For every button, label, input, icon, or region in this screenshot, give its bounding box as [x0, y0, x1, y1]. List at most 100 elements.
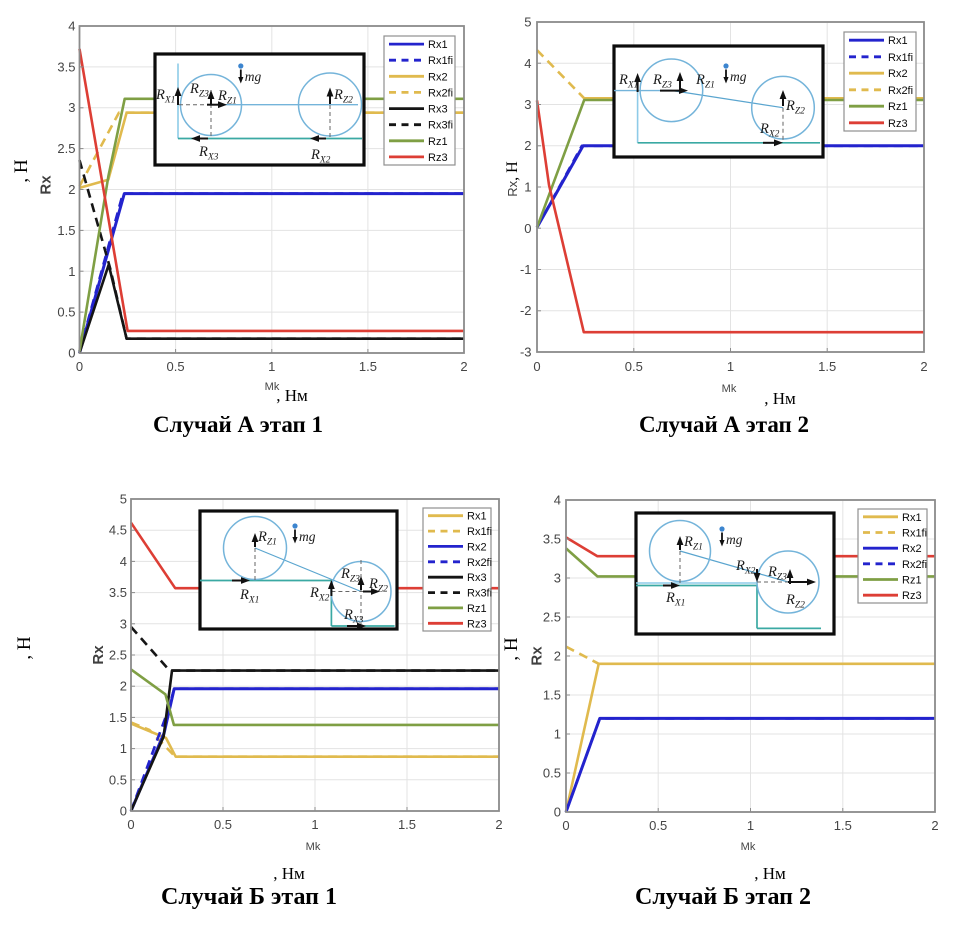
svg-text:4: 4 — [120, 554, 127, 569]
svg-text:3.5: 3.5 — [109, 585, 127, 600]
svg-text:1: 1 — [727, 359, 734, 374]
svg-text:Rx: Rx — [90, 645, 107, 665]
svg-text:-2: -2 — [520, 303, 532, 318]
svg-text:1.5: 1.5 — [109, 710, 127, 725]
svg-text:2: 2 — [554, 649, 561, 664]
svg-text:3: 3 — [554, 571, 561, 586]
svg-text:3: 3 — [524, 97, 531, 112]
svg-text:Rx1fi: Rx1fi — [428, 55, 453, 67]
svg-text:1: 1 — [68, 264, 75, 279]
svg-text:Случай А этап 1: Случай А этап 1 — [153, 412, 323, 437]
svg-text:Случай Б этап 2: Случай Б этап 2 — [635, 884, 811, 910]
svg-text:Rx2fi: Rx2fi — [902, 559, 927, 571]
svg-text:-1: -1 — [520, 262, 532, 277]
svg-text:, Н: , Н — [501, 637, 522, 661]
svg-text:0.5: 0.5 — [109, 772, 127, 787]
svg-text:2.5: 2.5 — [543, 610, 561, 625]
svg-text:1.5: 1.5 — [398, 817, 416, 832]
svg-text:Rz3: Rz3 — [467, 618, 487, 630]
svg-text:0.5: 0.5 — [167, 359, 185, 374]
svg-text:Rx3fi: Rx3fi — [467, 588, 492, 600]
svg-text:Rx: Rx — [38, 175, 55, 195]
svg-text:, Нм: , Нм — [276, 386, 308, 405]
svg-text:2: 2 — [120, 679, 127, 694]
svg-text:2.5: 2.5 — [109, 648, 127, 663]
svg-text:Rx3: Rx3 — [467, 572, 487, 584]
svg-text:2: 2 — [460, 359, 467, 374]
svg-text:1.5: 1.5 — [543, 688, 561, 703]
svg-text:Rx2: Rx2 — [902, 543, 922, 555]
svg-text:Mk: Mk — [741, 841, 756, 853]
svg-text:3.5: 3.5 — [57, 59, 75, 74]
svg-text:0.5: 0.5 — [57, 305, 75, 320]
svg-text:Mk: Mk — [722, 383, 737, 395]
svg-text:1: 1 — [524, 180, 531, 195]
svg-text:Rx2: Rx2 — [428, 71, 448, 83]
svg-text:1: 1 — [554, 727, 561, 742]
svg-text:Rx2: Rx2 — [467, 541, 487, 553]
svg-text:2: 2 — [931, 818, 938, 833]
svg-text:Rx1fi: Rx1fi — [888, 52, 913, 64]
svg-text:Rx1: Rx1 — [902, 512, 922, 524]
svg-text:Rx1fi: Rx1fi — [467, 526, 492, 538]
svg-text:Rz1: Rz1 — [902, 575, 922, 587]
svg-text:Rz1: Rz1 — [428, 136, 448, 148]
svg-text:Rx2fi: Rx2fi — [428, 87, 453, 99]
svg-text:0: 0 — [554, 805, 561, 820]
svg-text:Mk: Mk — [265, 381, 280, 393]
svg-text:, Нм: , Нм — [273, 864, 305, 883]
svg-text:Rx: Rx — [529, 646, 546, 666]
svg-text:0: 0 — [562, 818, 569, 833]
svg-text:1: 1 — [747, 818, 754, 833]
svg-text:mg: mg — [245, 69, 262, 84]
svg-text:Rx, Н: Rx, Н — [504, 161, 521, 197]
svg-text:Rx1: Rx1 — [467, 511, 487, 523]
svg-text:1: 1 — [268, 359, 275, 374]
svg-text:4: 4 — [68, 19, 75, 34]
svg-text:0: 0 — [127, 817, 134, 832]
svg-text:Rx1fi: Rx1fi — [902, 528, 927, 540]
svg-text:2: 2 — [68, 182, 75, 197]
svg-text:2: 2 — [495, 817, 502, 832]
svg-text:1.5: 1.5 — [359, 359, 377, 374]
svg-text:0: 0 — [120, 804, 127, 819]
svg-text:Mk: Mk — [306, 841, 321, 853]
svg-text:2.5: 2.5 — [57, 141, 75, 156]
svg-text:3: 3 — [120, 616, 127, 631]
svg-text:Rx3fi: Rx3fi — [428, 120, 453, 132]
svg-text:2: 2 — [524, 138, 531, 153]
svg-text:5: 5 — [524, 15, 531, 30]
svg-text:-3: -3 — [520, 345, 532, 360]
svg-text:Rx1: Rx1 — [888, 35, 908, 47]
svg-text:mg: mg — [726, 532, 743, 547]
svg-text:mg: mg — [299, 529, 316, 544]
svg-text:3: 3 — [68, 100, 75, 115]
svg-text:, Н: , Н — [14, 636, 35, 660]
svg-text:Rz3: Rz3 — [428, 152, 448, 164]
svg-text:Rz3: Rz3 — [902, 590, 922, 602]
svg-text:3.5: 3.5 — [543, 532, 561, 547]
svg-text:1: 1 — [311, 817, 318, 832]
svg-text:Rx3: Rx3 — [428, 104, 448, 116]
svg-text:1: 1 — [120, 741, 127, 756]
svg-text:1.5: 1.5 — [818, 359, 836, 374]
svg-text:0: 0 — [533, 359, 540, 374]
svg-text:Rz3: Rz3 — [888, 118, 908, 130]
svg-text:, Нм: , Нм — [754, 864, 786, 883]
svg-text:1.5: 1.5 — [57, 223, 75, 238]
svg-text:Rz1: Rz1 — [467, 603, 487, 615]
svg-text:Rz1: Rz1 — [888, 101, 908, 113]
svg-text:4: 4 — [554, 493, 561, 508]
svg-text:, Нм: , Нм — [764, 389, 796, 408]
svg-text:0: 0 — [68, 346, 75, 361]
svg-text:2: 2 — [920, 359, 927, 374]
svg-text:5: 5 — [120, 492, 127, 507]
svg-text:Rx2fi: Rx2fi — [467, 557, 492, 569]
svg-text:Rx1: Rx1 — [428, 39, 448, 51]
svg-text:mg: mg — [730, 69, 747, 84]
svg-text:0.5: 0.5 — [649, 818, 667, 833]
svg-text:Rx2: Rx2 — [888, 68, 908, 80]
svg-text:0.5: 0.5 — [543, 766, 561, 781]
svg-text:0.5: 0.5 — [214, 817, 232, 832]
svg-text:Случай А этап 2: Случай А этап 2 — [639, 412, 809, 437]
